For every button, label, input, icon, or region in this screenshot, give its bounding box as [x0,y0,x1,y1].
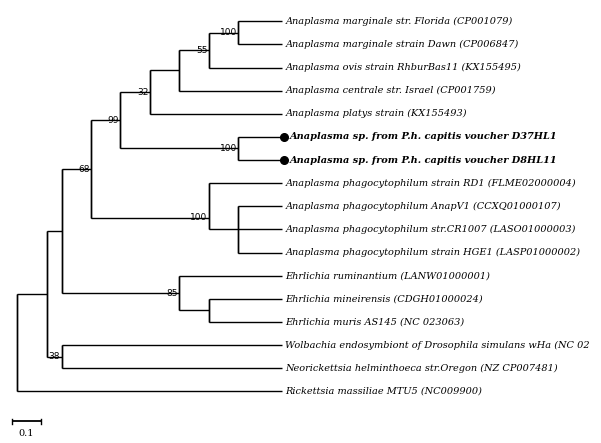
Text: Ehrlichia mineirensis (CDGH01000024): Ehrlichia mineirensis (CDGH01000024) [285,294,483,303]
Text: 38: 38 [49,352,60,361]
Text: Ehrlichia ruminantium (LANW01000001): Ehrlichia ruminantium (LANW01000001) [285,271,490,280]
Text: 85: 85 [166,288,178,298]
Text: 99: 99 [108,116,119,125]
Text: Anaplasma platys strain (KX155493): Anaplasma platys strain (KX155493) [285,109,467,118]
Text: Ehrlichia muris AS145 (NC 023063): Ehrlichia muris AS145 (NC 023063) [285,318,465,326]
Text: 55: 55 [196,46,207,54]
Text: Anaplasma phagocytophilum AnapV1 (CCXQ01000107): Anaplasma phagocytophilum AnapV1 (CCXQ01… [285,202,561,211]
Text: 0.1: 0.1 [19,429,34,439]
Text: Anaplasma ovis strain RhburBas11 (KX155495): Anaplasma ovis strain RhburBas11 (KX1554… [285,63,521,72]
Text: Neorickettsia helminthoeca str.Oregon (NZ CP007481): Neorickettsia helminthoeca str.Oregon (N… [285,364,558,373]
Text: 68: 68 [78,165,90,174]
Text: Wolbachia endosymbiont of Drosophila simulans wHa (NC 02: Wolbachia endosymbiont of Drosophila sim… [285,341,590,350]
Text: Anaplasma phagocytophilum strain HGE1 (LASP01000002): Anaplasma phagocytophilum strain HGE1 (L… [285,248,581,257]
Text: Anaplasma sp. from P.h. capitis voucher D8HL11: Anaplasma sp. from P.h. capitis voucher … [290,155,557,164]
Text: Anaplasma phagocytophilum strain RD1 (FLME02000004): Anaplasma phagocytophilum strain RD1 (FL… [285,179,576,188]
Text: 100: 100 [219,144,237,153]
Text: Anaplasma phagocytophilum str.CR1007 (LASO01000003): Anaplasma phagocytophilum str.CR1007 (LA… [285,225,576,234]
Text: 32: 32 [137,88,148,97]
Text: Anaplasma sp. from P.h. capitis voucher D37HL1: Anaplasma sp. from P.h. capitis voucher … [290,132,557,141]
Text: 100: 100 [219,28,237,37]
Text: Anaplasma marginale str. Florida (CP001079): Anaplasma marginale str. Florida (CP0010… [285,17,513,26]
Text: Rickettsia massiliae MTU5 (NC009900): Rickettsia massiliae MTU5 (NC009900) [285,387,482,396]
Text: Anaplasma marginale strain Dawn (CP006847): Anaplasma marginale strain Dawn (CP00684… [285,40,519,49]
Text: Anaplasma centrale str. Israel (CP001759): Anaplasma centrale str. Israel (CP001759… [285,86,496,95]
Text: 100: 100 [190,214,207,222]
